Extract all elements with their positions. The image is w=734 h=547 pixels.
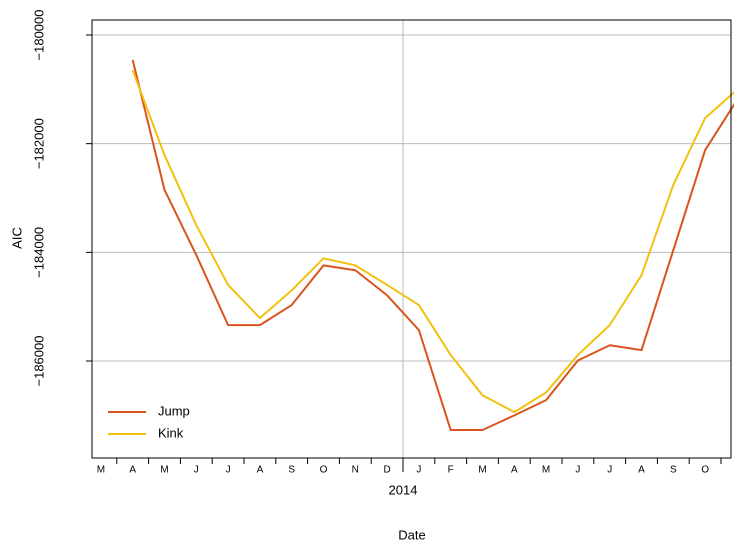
plot-frame xyxy=(91,19,732,459)
x-tick-label: J xyxy=(607,465,612,476)
x-tick-label: A xyxy=(129,465,136,476)
x-tick-label: O xyxy=(701,465,709,476)
year-label: 2014 xyxy=(389,482,418,497)
x-tick-label: F xyxy=(448,465,454,476)
y-tick-label: −186000 xyxy=(31,336,46,387)
x-tick-label: J xyxy=(416,465,421,476)
x-tick-label: S xyxy=(670,465,677,476)
x-tick-label: J xyxy=(575,465,580,476)
x-tick-label: M xyxy=(542,465,550,476)
x-tick-label: M xyxy=(97,465,105,476)
legend-label: Kink xyxy=(158,425,184,440)
series-line xyxy=(131,69,734,414)
x-tick-label: S xyxy=(288,465,295,476)
y-axis-label: AIC xyxy=(9,227,24,249)
y-tick-label: −184000 xyxy=(31,227,46,278)
x-tick-label: A xyxy=(638,465,645,476)
x-tick-label: O xyxy=(320,465,328,476)
y-tick-label: −180000 xyxy=(31,10,46,61)
x-tick-label: J xyxy=(194,465,199,476)
x-tick-label: J xyxy=(226,465,231,476)
x-tick-label: A xyxy=(511,465,518,476)
x-tick-label: M xyxy=(478,465,486,476)
x-tick-label: M xyxy=(160,465,168,476)
y-tick-label: −182000 xyxy=(31,118,46,169)
x-tick-label: D xyxy=(383,465,390,476)
legend-label: Jump xyxy=(158,403,190,418)
x-axis-label: Date xyxy=(398,527,425,542)
series-line xyxy=(131,59,734,432)
x-tick-label: N xyxy=(352,465,359,476)
x-tick-label: A xyxy=(257,465,264,476)
